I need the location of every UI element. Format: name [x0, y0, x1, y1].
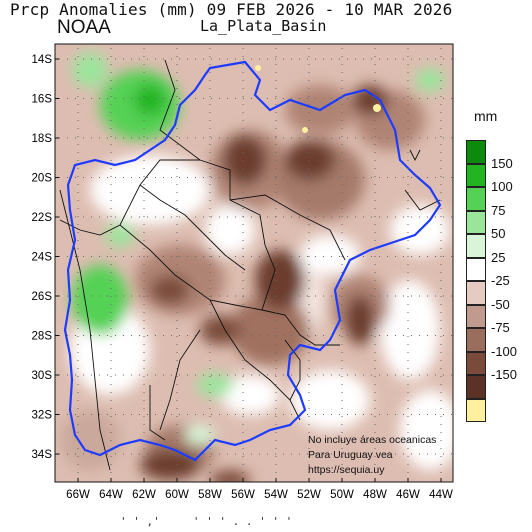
- map-subtitle: La_Plata_Basin: [200, 17, 327, 35]
- agency-label: NOAA: [57, 17, 111, 38]
- longitude-label: 58W: [198, 489, 222, 501]
- legend-label: 25: [491, 249, 506, 265]
- legend-label: -25: [491, 273, 510, 288]
- latitude-label: 16S: [32, 94, 53, 106]
- longitude-label: 56W: [231, 489, 255, 501]
- longitude-label: 44W: [429, 489, 453, 501]
- latitude-label: 22S: [32, 212, 53, 224]
- basin-outline: [63, 60, 442, 462]
- legend-swatch: [466, 187, 486, 211]
- legend-unit: mm: [474, 108, 498, 124]
- legend-swatch: [466, 351, 486, 375]
- latitude-label: 34S: [32, 449, 53, 461]
- latitude-label: 28S: [32, 331, 53, 343]
- legend-swatch: [466, 328, 486, 352]
- legend-swatch: [466, 304, 486, 328]
- note-text: No incluye áreas oceanicas Para Uruguay …: [308, 433, 436, 478]
- map-title: Prcp Anomalies (mm) 09 FEB 2026 - 10 MAR…: [10, 0, 453, 19]
- legend-label: 100: [491, 179, 513, 194]
- legend-label: -100: [491, 343, 518, 359]
- note-line: https://sequia.uy: [308, 464, 385, 476]
- latitude-label: 30S: [32, 370, 53, 382]
- legend-label: 50: [491, 226, 506, 241]
- longitude-label: 48W: [363, 489, 387, 501]
- legend-swatch: [466, 375, 486, 399]
- latitude-label: 32S: [32, 410, 53, 422]
- legend-label: 75: [491, 202, 506, 218]
- country-borders: [59, 59, 441, 471]
- longitude-label: 62W: [132, 489, 156, 501]
- latitude-label: 14S: [32, 54, 53, 66]
- legend-label: -50: [491, 296, 510, 312]
- note-line: Para Uruguay vea: [308, 449, 393, 461]
- longitude-label: 64W: [99, 489, 123, 501]
- latitude-label: 26S: [32, 291, 53, 303]
- legend-label: -150: [491, 367, 518, 382]
- longitude-label: 50W: [330, 489, 354, 501]
- legend-swatch: [466, 398, 486, 422]
- legend-swatch: [466, 281, 486, 305]
- latitude-label: 20S: [32, 173, 53, 185]
- map-frame: [54, 43, 454, 483]
- legend-swatch: [466, 163, 486, 187]
- footer-text: ' ' ,' ' ' ' . . ' ' ': [120, 515, 293, 528]
- longitude-label: 54W: [264, 489, 288, 501]
- latitude-label: 24S: [32, 252, 53, 264]
- note-line: No incluye áreas oceanicas: [308, 434, 437, 446]
- legend-swatch: [466, 140, 486, 164]
- longitude-label: 66W: [66, 489, 90, 501]
- legend-swatch: [466, 234, 486, 258]
- grid-dots: [59, 48, 452, 481]
- longitude-label: 60W: [165, 489, 189, 501]
- longitude-label: 46W: [396, 489, 420, 501]
- latitude-label: 18S: [32, 133, 53, 145]
- latitude-labels: 14S 16S 18S 20S 22S 24S 26S 28S 30S 32S 34S: [32, 54, 53, 461]
- legend-label: -75: [491, 320, 510, 335]
- longitude-labels: 66W 64W 62W 60W 58W 56W 54W 52W 50W 48W 46W 44W: [66, 489, 453, 501]
- legend-label: 150: [491, 155, 513, 171]
- legend-swatch: [466, 257, 486, 281]
- legend-swatch: [466, 210, 486, 234]
- longitude-label: 52W: [297, 489, 321, 501]
- axis-ticks: [55, 58, 442, 482]
- extreme-dry-spots: [255, 65, 381, 133]
